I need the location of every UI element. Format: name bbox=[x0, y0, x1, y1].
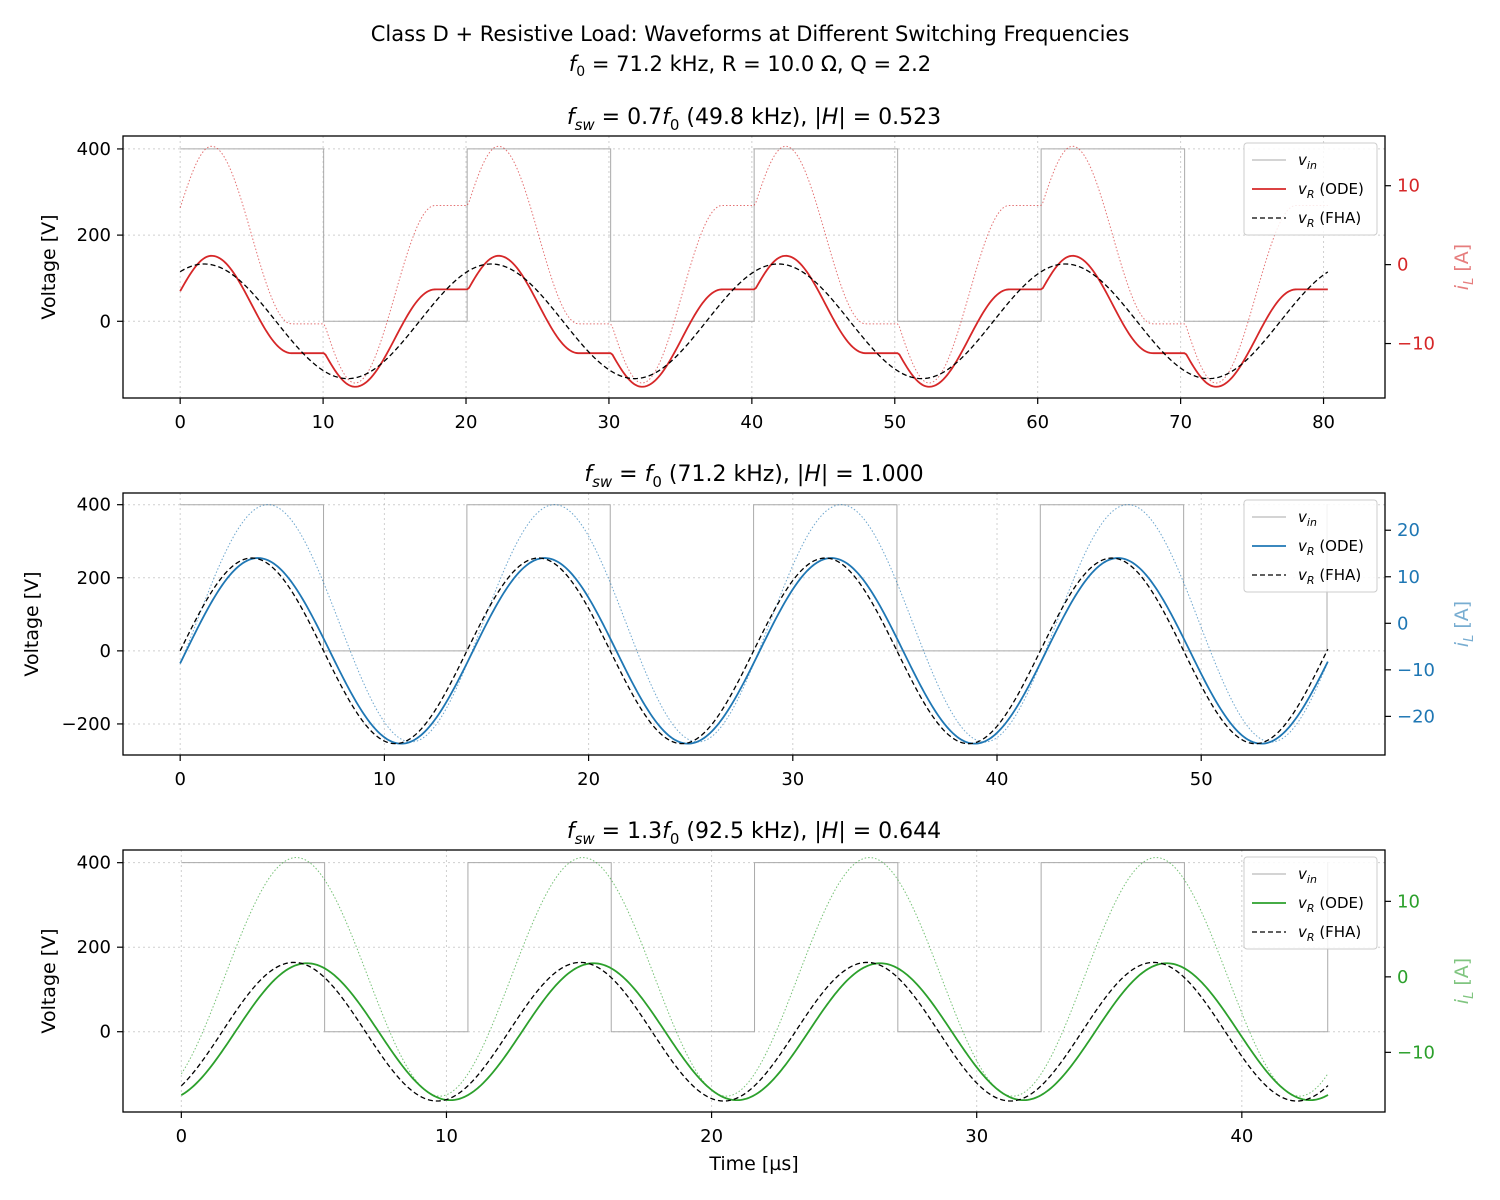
y-tick-label: −200 bbox=[62, 714, 111, 735]
y2-axis-label: iL [A] bbox=[1451, 601, 1477, 647]
y2-tick-label: −10 bbox=[1397, 334, 1435, 355]
legend-entry: vR (ODE) bbox=[1298, 894, 1364, 915]
legend-entry: vR (ODE) bbox=[1298, 180, 1364, 201]
y-tick-label: 400 bbox=[77, 495, 111, 516]
y2-tick-label: 10 bbox=[1397, 176, 1420, 197]
series-v-r-ode bbox=[179, 254, 1328, 388]
y-tick-label: 0 bbox=[100, 1022, 111, 1043]
legend-entry: vin bbox=[1298, 508, 1317, 529]
series-v-in bbox=[181, 862, 1329, 1033]
axes-frame bbox=[122, 849, 1386, 1113]
y-tick-label: 400 bbox=[77, 853, 111, 874]
x-tick-label: 80 bbox=[1312, 412, 1335, 433]
x-tick-label: 30 bbox=[965, 1126, 988, 1147]
series-v-r-ode bbox=[180, 962, 1329, 1102]
x-tick-label: 20 bbox=[577, 769, 600, 790]
subplot-title: fsw = 1.3f0 (92.5 kHz), |H| = 0.644 bbox=[567, 819, 941, 848]
suptitle-params: = 71.2 kHz, R = 10.0 Ω, Q = 2.2 bbox=[585, 52, 931, 76]
x-tick-label: 10 bbox=[373, 769, 396, 790]
y2-tick-label: 0 bbox=[1397, 255, 1408, 276]
legend-box bbox=[1243, 499, 1378, 593]
subplot-2: 0 10 20 30 40 50 −200 0 200 400 −20 −10 0 10 20 Voltage… bbox=[21, 462, 1477, 790]
y2-tick-label: 10 bbox=[1397, 567, 1420, 588]
y2-tick-label: 0 bbox=[1397, 613, 1408, 634]
x-tick-label: 30 bbox=[597, 412, 620, 433]
y-axis-label: Voltage [V] bbox=[38, 214, 60, 319]
x-tick-label: 20 bbox=[455, 412, 478, 433]
y-tick-label: 400 bbox=[77, 139, 111, 160]
y2-tick-label: 10 bbox=[1397, 891, 1420, 912]
legend: vin vR (ODE) vR (FHA) bbox=[1243, 856, 1378, 950]
y2-axis-label: iL [A] bbox=[1451, 244, 1477, 290]
subplot-title: fsw = 0.7f0 (49.8 kHz), |H| = 0.523 bbox=[567, 105, 941, 134]
series-i-l bbox=[179, 504, 1329, 743]
y-tick-label: 200 bbox=[77, 225, 111, 246]
x-tick-label: 40 bbox=[986, 769, 1009, 790]
y-axis-label: Voltage [V] bbox=[38, 928, 60, 1033]
figure-suptitle-line1: Class D + Resistive Load: Waveforms at D… bbox=[371, 22, 1130, 46]
y2-tick-label: −20 bbox=[1397, 706, 1435, 727]
legend-entry: vR (ODE) bbox=[1298, 537, 1364, 558]
series-i-l bbox=[179, 145, 1328, 384]
x-tick-label: 70 bbox=[1169, 412, 1192, 433]
legend-entry: vR (FHA) bbox=[1298, 209, 1361, 230]
legend: vin vR (ODE) vR (FHA) bbox=[1243, 142, 1378, 236]
series-v-in bbox=[180, 504, 1328, 652]
y-tick-label: 0 bbox=[100, 641, 111, 662]
y-tick-label: 200 bbox=[77, 937, 111, 958]
y2-axis-label: iL [A] bbox=[1451, 958, 1477, 1004]
x-tick-label: 10 bbox=[312, 412, 335, 433]
legend-entry: vin bbox=[1298, 151, 1317, 172]
series-v-r-fha bbox=[179, 263, 1329, 380]
legend-box bbox=[1243, 856, 1378, 950]
x-tick-label: 0 bbox=[176, 1126, 187, 1147]
x-tick-label: 0 bbox=[174, 769, 185, 790]
x-tick-label: 50 bbox=[883, 412, 906, 433]
legend: vin vR (ODE) vR (FHA) bbox=[1243, 499, 1378, 593]
x-tick-label: 0 bbox=[174, 412, 185, 433]
series-i-l bbox=[180, 857, 1329, 1097]
x-tick-label: 40 bbox=[1230, 1126, 1253, 1147]
x-tick-label: 10 bbox=[435, 1126, 458, 1147]
legend-box bbox=[1243, 142, 1378, 236]
x-tick-label: 60 bbox=[1026, 412, 1049, 433]
axes-frame bbox=[122, 135, 1386, 399]
y-tick-label: 200 bbox=[77, 568, 111, 589]
legend-entry: vR (FHA) bbox=[1298, 923, 1361, 944]
y2-tick-label: −10 bbox=[1397, 660, 1435, 681]
x-axis-label: Time [µs] bbox=[708, 1153, 798, 1175]
subplot-title: fsw = f0 (71.2 kHz), |H| = 1.000 bbox=[584, 462, 923, 491]
axes-frame bbox=[122, 492, 1386, 756]
figure-suptitle-line2: f0 = 71.2 kHz, R = 10.0 Ω, Q = 2.2 bbox=[569, 52, 931, 80]
series-v-r-fha bbox=[180, 961, 1329, 1102]
series-v-in bbox=[180, 148, 1328, 322]
y2-tick-label: −10 bbox=[1397, 1042, 1435, 1063]
series-v-r-ode bbox=[179, 557, 1329, 745]
y-axis-label: Voltage [V] bbox=[21, 571, 43, 676]
legend-entry: vin bbox=[1298, 865, 1317, 886]
x-tick-label: 50 bbox=[1190, 769, 1213, 790]
subplot-1: 0 10 20 30 40 50 60 70 80 0 200 400 −10 0 10 Voltage [V… bbox=[38, 105, 1477, 433]
y-tick-label: 0 bbox=[100, 311, 111, 332]
y2-tick-label: 0 bbox=[1397, 967, 1408, 988]
x-tick-label: 40 bbox=[740, 412, 763, 433]
x-tick-label: 30 bbox=[781, 769, 804, 790]
series-v-r-fha bbox=[179, 557, 1329, 745]
legend-entry: vR (FHA) bbox=[1298, 566, 1361, 587]
y2-tick-label: 20 bbox=[1397, 520, 1420, 541]
x-tick-label: 20 bbox=[700, 1126, 723, 1147]
